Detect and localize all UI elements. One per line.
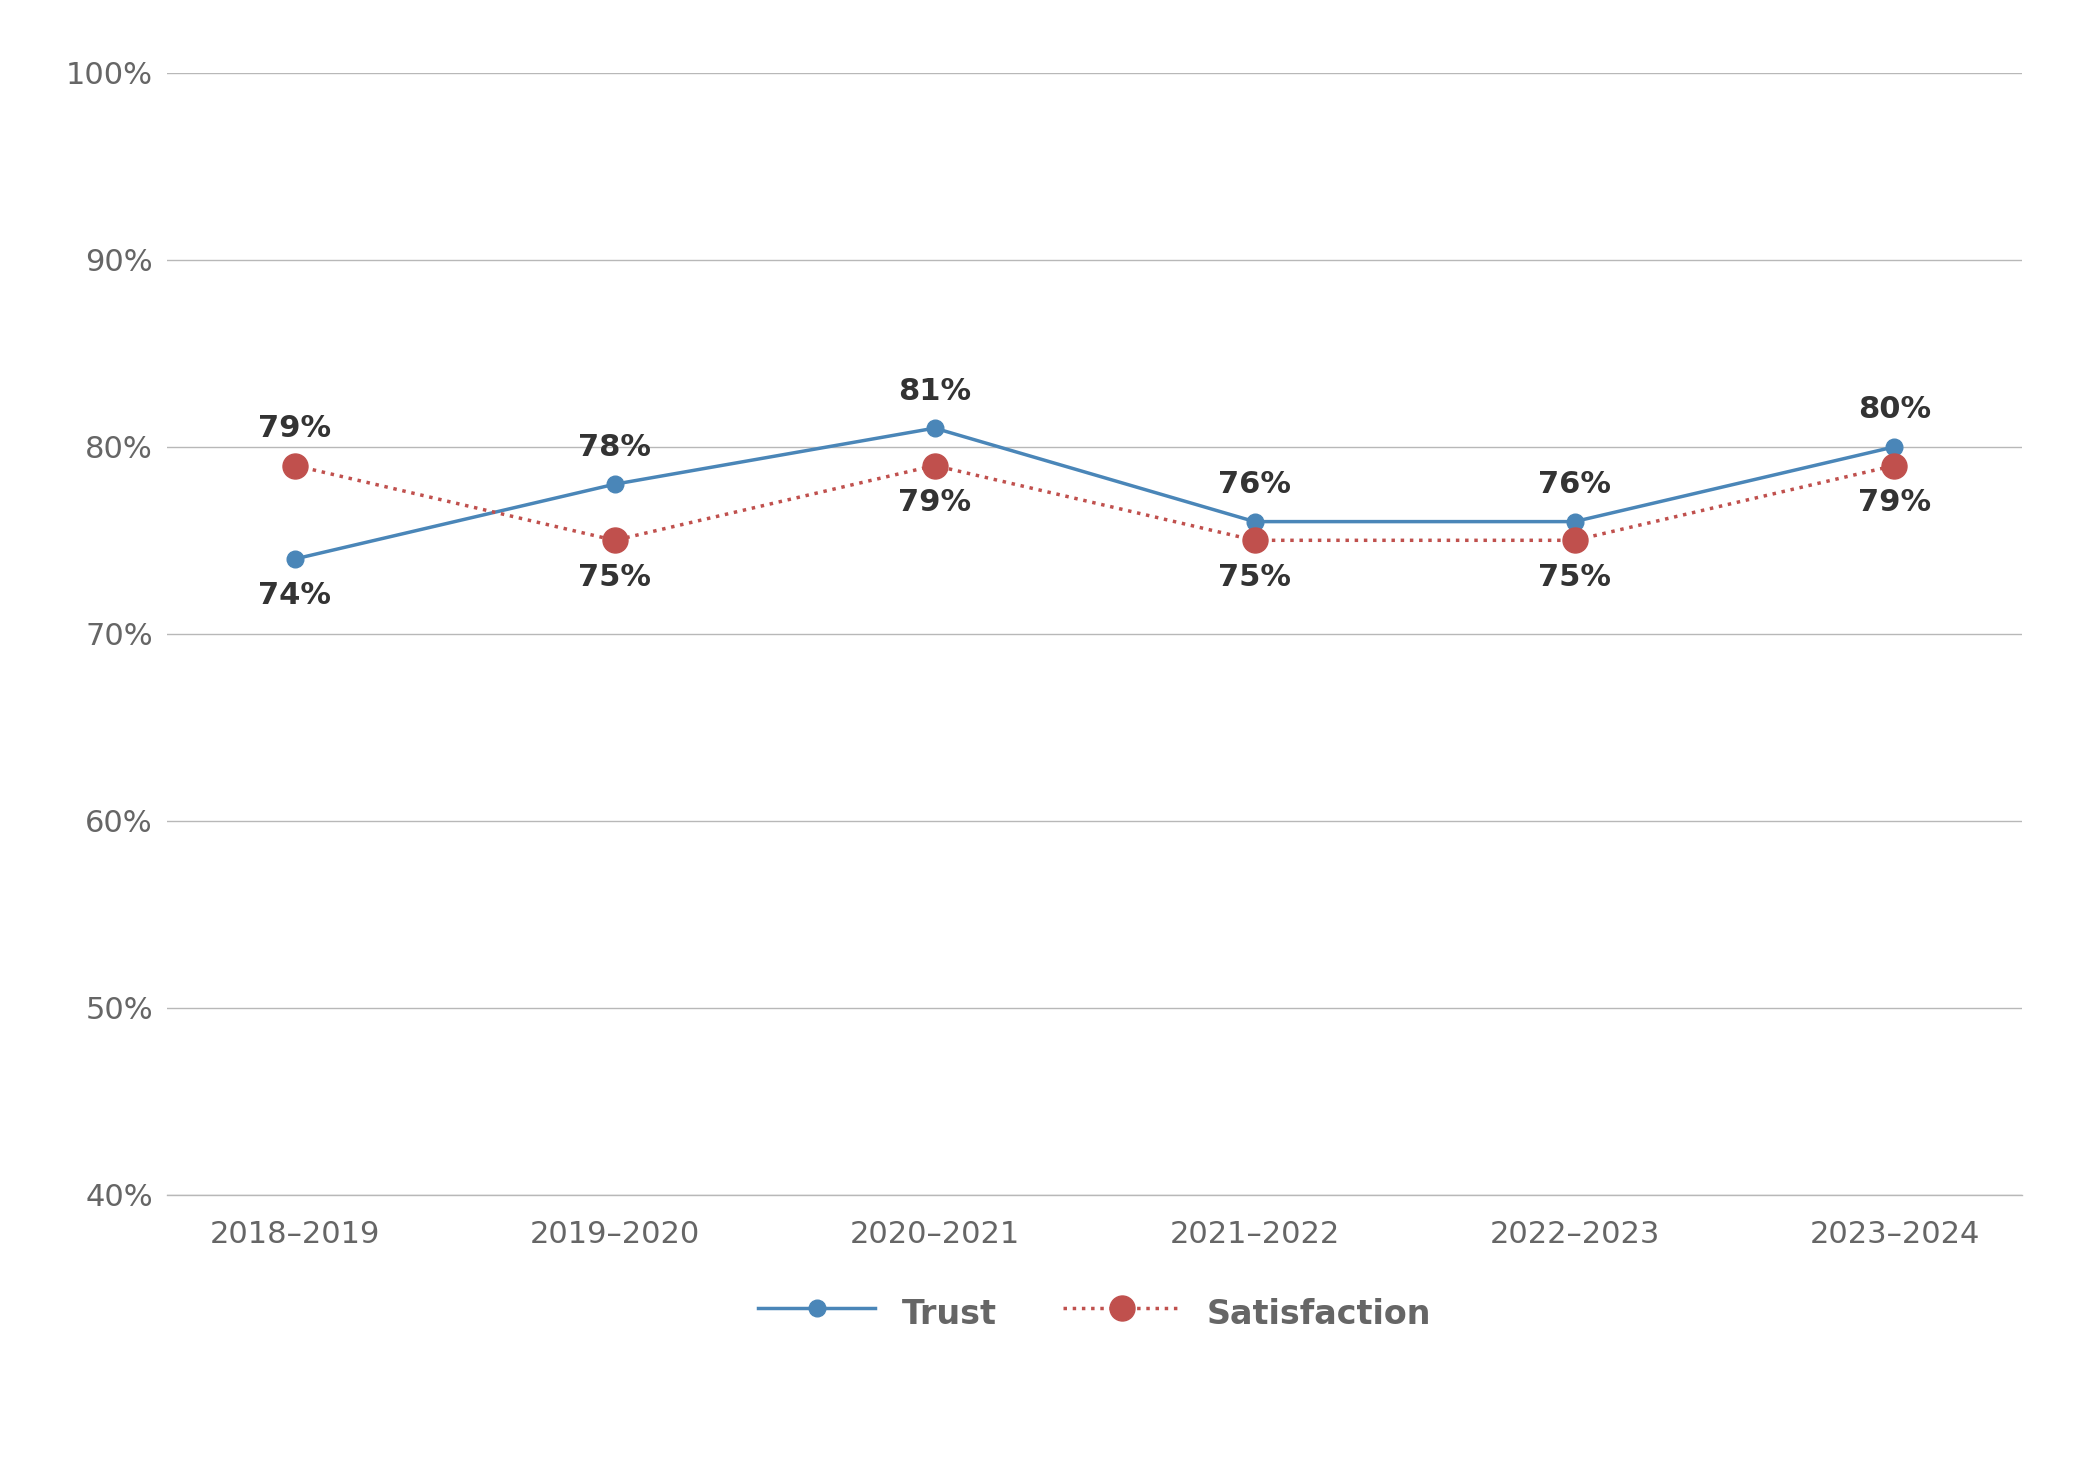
Legend: Trust, Satisfaction: Trust, Satisfaction — [744, 1279, 1445, 1346]
Text: 79%: 79% — [1858, 488, 1931, 517]
Text: 79%: 79% — [259, 414, 332, 443]
Text: 81%: 81% — [899, 377, 972, 405]
Text: 75%: 75% — [1218, 562, 1291, 592]
Text: 76%: 76% — [1539, 471, 1612, 500]
Text: 80%: 80% — [1858, 395, 1931, 424]
Text: 75%: 75% — [1539, 562, 1612, 592]
Text: 74%: 74% — [259, 581, 332, 610]
Text: 79%: 79% — [899, 488, 972, 517]
Text: 76%: 76% — [1218, 471, 1291, 500]
Text: 75%: 75% — [578, 562, 651, 592]
Text: 78%: 78% — [578, 433, 651, 462]
